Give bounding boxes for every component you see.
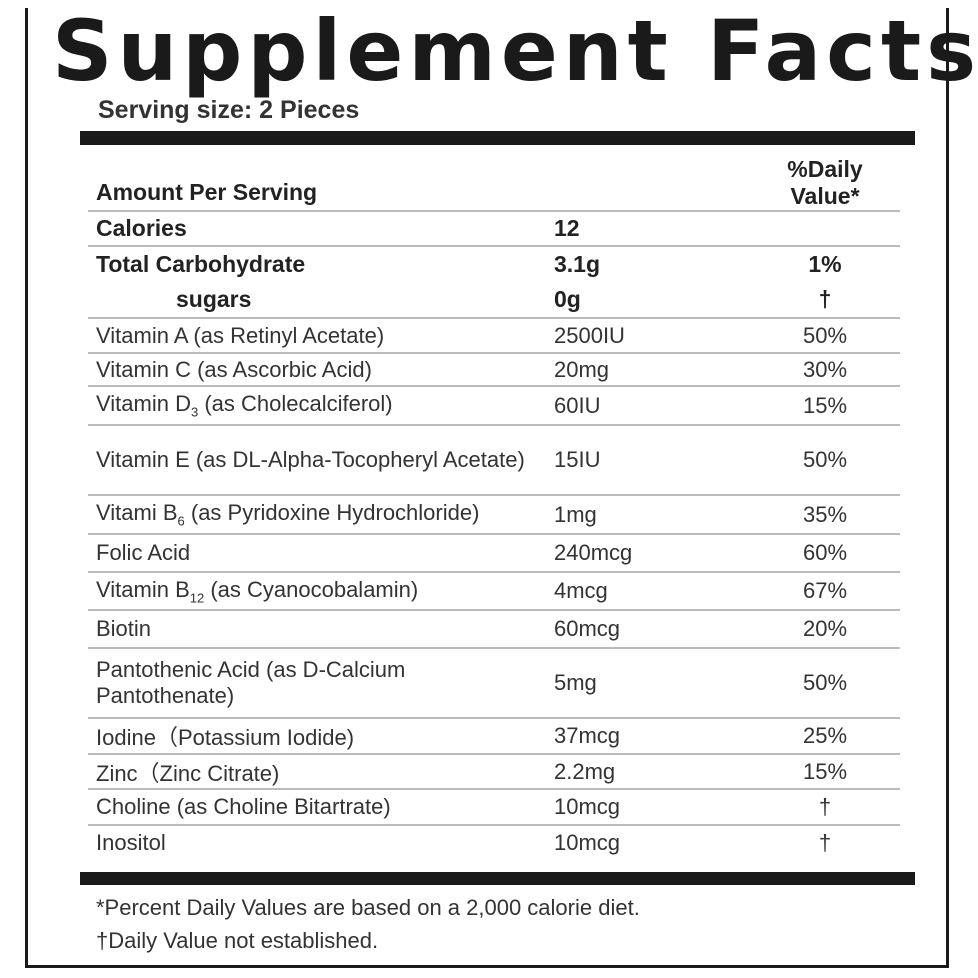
- nutrient-name: Vitamin E (as DL-Alpha-Tocopheryl Acetat…: [88, 425, 554, 496]
- nutrient-row: Biotin 60mcg 20%: [88, 610, 900, 649]
- nutrient-amount: 37mcg: [554, 718, 750, 755]
- nutrient-amount: 4mcg: [554, 572, 750, 611]
- nutrient-name: Zinc（Zinc Citrate): [88, 754, 554, 790]
- nutrient-name: Choline (as Choline Bitartrate): [88, 789, 554, 826]
- nutrient-name: sugars: [88, 282, 554, 319]
- nutrient-name: Inositol: [96, 829, 166, 855]
- nutrient-name: Pantothenic Acid (as D-Calcium Pantothen…: [88, 648, 554, 719]
- header-row: Amount Per Serving %Daily Value*: [88, 150, 900, 212]
- nutrient-amount: 5mg: [554, 648, 750, 719]
- nutrient-daily-value: 60%: [750, 534, 900, 573]
- nutrient-amount: 12: [554, 211, 750, 247]
- nutrient-amount: 240mcg: [554, 534, 750, 573]
- nutrient-row: Calories 12: [88, 211, 900, 247]
- nutrient-row: Iodine（Potassium Iodide) 37mcg 25%: [88, 718, 900, 755]
- nutrient-name: Folic Acid: [88, 534, 554, 573]
- nutrient-amount: 20mg: [554, 353, 750, 387]
- nutrient-row: Pantothenic Acid (as D-Calcium Pantothen…: [88, 648, 900, 719]
- nutrient-row: sugars 0g †: [88, 282, 900, 319]
- label-title: Supplement Facts: [52, 2, 978, 100]
- nutrient-daily-value: 15%: [750, 386, 900, 426]
- nutrient-daily-value: 35%: [750, 495, 900, 535]
- nutrient-row: Vitami B6 (as Pyridoxine Hydrochloride) 1…: [88, 495, 900, 535]
- footnote-dagger: †Daily Value not established.: [96, 928, 379, 953]
- nutrient-row: Vitamin B12 (as Cyanocobalamin) 4mcg 67%: [88, 572, 900, 611]
- nutrient-daily-value: 50%: [750, 425, 900, 496]
- nutrient-name: Vitamin B12 (as Cyanocobalamin): [88, 572, 554, 611]
- nutrient-daily-value: 30%: [750, 353, 900, 387]
- thick-divider-bottom: [80, 872, 915, 885]
- nutrient-name: Vitami B6 (as Pyridoxine Hydrochloride): [88, 495, 554, 535]
- nutrient-row: Vitamin D3 (as Cholecalciferol) 60IU 15%: [88, 386, 900, 426]
- nutrient-row: Folic Acid 240mcg 60%: [88, 534, 900, 573]
- nutrient-daily-value: 15%: [750, 754, 900, 790]
- nutrient-row: Vitamin E (as DL-Alpha-Tocopheryl Acetat…: [88, 425, 900, 496]
- nutrient-daily-value: [750, 211, 900, 247]
- footnote-daily-values: *Percent Daily Values are based on a 2,0…: [96, 895, 640, 920]
- nutrient-amount: 2.2mg: [554, 754, 750, 790]
- nutrient-amount: 1mg: [554, 495, 750, 535]
- nutrient-amount: 0g: [554, 282, 750, 319]
- nutrient-row: Choline (as Choline Bitartrate) 10mcg †: [88, 789, 900, 826]
- thick-divider: [80, 131, 915, 145]
- nutrient-name: Vitamin C (as Ascorbic Acid): [88, 353, 554, 387]
- nutrient-amount: 15IU: [554, 425, 750, 496]
- label-frame: [25, 8, 949, 968]
- nutrient-amount: 60mcg: [554, 610, 750, 649]
- nutrient-amount: 3.1g: [554, 251, 601, 277]
- serving-size: Serving size: 2 Pieces: [98, 96, 360, 124]
- nutrient-daily-value: 20%: [750, 610, 900, 649]
- nutrient-daily-value: †: [750, 789, 900, 826]
- nutrient-amount: 10mcg: [554, 789, 750, 826]
- daily-value-label: %Daily Value*: [750, 150, 900, 212]
- nutrient-row: Vitamin C (as Ascorbic Acid) 20mg 30%: [88, 353, 900, 387]
- nutrient-daily-value: 50%: [750, 318, 900, 354]
- nutrient-amount: 2500IU: [554, 318, 750, 354]
- nutrient-daily-value: 67%: [750, 572, 900, 611]
- nutrient-row: Zinc（Zinc Citrate) 2.2mg 15%: [88, 754, 900, 790]
- nutrient-daily-value: 25%: [750, 718, 900, 755]
- nutrient-name: Vitamin D3 (as Cholecalciferol): [88, 386, 554, 426]
- nutrient-amount: 60IU: [554, 386, 750, 426]
- nutrient-daily-value: †: [818, 829, 832, 855]
- nutrient-name: Calories: [88, 211, 554, 247]
- nutrient-daily-value: 1%: [808, 251, 842, 277]
- nutrient-row: Inositol 10mcg †: [88, 825, 900, 859]
- nutrient-daily-value: 50%: [750, 648, 900, 719]
- nutrient-name: Vitamin A (as Retinyl Acetate): [88, 318, 554, 354]
- nutrient-name: Total Carbohydrate: [96, 251, 306, 277]
- nutrient-amount: 10mcg: [554, 829, 621, 855]
- amount-per-serving-label: Amount Per Serving: [88, 150, 554, 212]
- nutrient-row: Vitamin A (as Retinyl Acetate) 2500IU 50%: [88, 318, 900, 354]
- nutrient-table: Amount Per Serving %Daily Value* Calorie…: [88, 150, 900, 859]
- nutrient-row: Total Carbohydrate 3.1g 1%: [88, 246, 900, 282]
- nutrient-name: Biotin: [88, 610, 554, 649]
- nutrient-daily-value: †: [750, 282, 900, 319]
- nutrient-name: Iodine（Potassium Iodide): [88, 718, 554, 755]
